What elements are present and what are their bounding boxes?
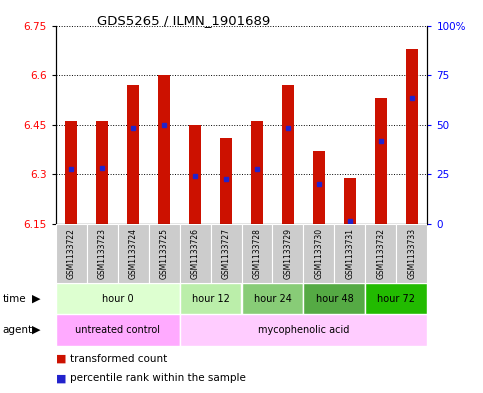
Bar [251, 121, 263, 224]
Bar [127, 85, 139, 224]
Text: agent: agent [2, 325, 32, 335]
Bar [180, 314, 427, 346]
Bar [149, 224, 180, 283]
Text: GSM1133729: GSM1133729 [284, 228, 293, 279]
Text: hour 24: hour 24 [254, 294, 291, 304]
Text: time: time [2, 294, 26, 304]
Bar [65, 121, 77, 224]
Bar [158, 75, 170, 224]
Text: GDS5265 / ILMN_1901689: GDS5265 / ILMN_1901689 [97, 14, 270, 27]
Bar [313, 151, 325, 224]
Text: GSM1133726: GSM1133726 [190, 228, 199, 279]
Bar [406, 49, 418, 224]
Bar [272, 224, 303, 283]
Text: ■: ■ [56, 354, 66, 364]
Bar [56, 224, 86, 283]
Text: GSM1133732: GSM1133732 [376, 228, 385, 279]
Bar [242, 283, 303, 314]
Bar [180, 283, 242, 314]
Text: GSM1133723: GSM1133723 [98, 228, 107, 279]
Bar [180, 224, 211, 283]
Bar [242, 224, 272, 283]
Bar [334, 224, 366, 283]
Text: GSM1133722: GSM1133722 [67, 228, 75, 279]
Text: transformed count: transformed count [70, 354, 167, 364]
Bar [303, 224, 334, 283]
Bar [282, 85, 294, 224]
Text: ▶: ▶ [32, 325, 41, 335]
Bar [56, 314, 180, 346]
Bar [117, 224, 149, 283]
Text: GSM1133725: GSM1133725 [159, 228, 169, 279]
Bar [189, 125, 201, 224]
Text: ▶: ▶ [32, 294, 41, 304]
Text: untreated control: untreated control [75, 325, 160, 335]
Text: GSM1133727: GSM1133727 [222, 228, 230, 279]
Bar [303, 283, 366, 314]
Text: mycophenolic acid: mycophenolic acid [258, 325, 349, 335]
Text: hour 12: hour 12 [192, 294, 229, 304]
Text: GSM1133724: GSM1133724 [128, 228, 138, 279]
Bar [366, 224, 397, 283]
Text: hour 72: hour 72 [377, 294, 415, 304]
Text: GSM1133731: GSM1133731 [345, 228, 355, 279]
Bar [397, 224, 427, 283]
Bar [211, 224, 242, 283]
Text: ■: ■ [56, 373, 66, 383]
Bar [56, 283, 180, 314]
Text: percentile rank within the sample: percentile rank within the sample [70, 373, 246, 383]
Bar [96, 121, 108, 224]
Text: GSM1133728: GSM1133728 [253, 228, 261, 279]
Bar [366, 283, 427, 314]
Text: GSM1133733: GSM1133733 [408, 228, 416, 279]
Bar [375, 98, 387, 224]
Text: hour 48: hour 48 [315, 294, 354, 304]
Text: GSM1133730: GSM1133730 [314, 228, 324, 279]
Bar [220, 138, 232, 224]
Bar [344, 178, 356, 224]
Bar [86, 224, 117, 283]
Text: hour 0: hour 0 [102, 294, 133, 304]
